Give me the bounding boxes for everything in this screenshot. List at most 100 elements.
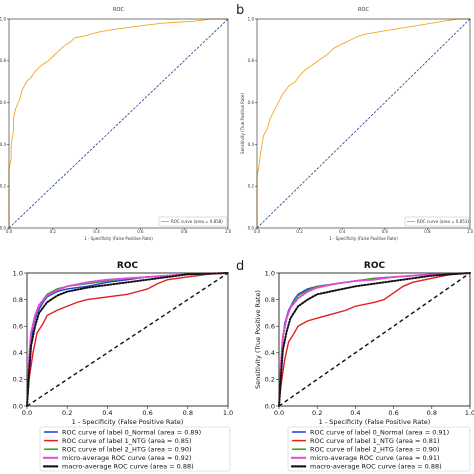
x-tick-label: 0.8	[183, 409, 193, 417]
y-tick-label: 0.6	[13, 323, 23, 331]
x-tick-label: 0.0	[274, 409, 284, 417]
x-tick-label: 0.6	[382, 229, 389, 234]
y-tick-label: 0.6	[265, 323, 275, 331]
legend-entry: micro-average ROC curve (area = 0.92)	[62, 454, 192, 462]
panel-letter: d	[236, 259, 244, 274]
y-tick-label: 0.6	[0, 100, 6, 105]
y-tick-label: 1.0	[13, 269, 23, 277]
series-line-1	[26, 272, 229, 407]
legend: ROC curve of label 0_Normal (area = 0.91…	[287, 426, 471, 472]
legend-entry: ROC curve of label 0_Normal (area = 0.91…	[310, 428, 449, 436]
y-tick-label: 0.8	[0, 58, 6, 63]
x-tick-label: 0.0	[22, 409, 32, 417]
y-tick-label: 0.2	[248, 184, 255, 189]
plot-frame	[256, 18, 471, 229]
plot-frame	[26, 272, 229, 407]
legend-entry: ROC curve (area = 0.853)	[417, 219, 469, 224]
roc-panel-a: ROC 0.0 0.2 0.4 0.6 0.8 1.0 0.0 0.2 0.4 0.6 0.8 1.0 1…	[0, 7, 232, 241]
x-tick-label: 1.0	[465, 409, 474, 417]
x-tick-label: 0.0	[254, 229, 261, 234]
legend-entry: ROC curve of label 1_NTG (area = 0.85)	[62, 437, 192, 445]
x-tick-label: 0.8	[427, 409, 437, 417]
plot-frame	[278, 272, 471, 407]
y-tick-label: 0.0	[0, 225, 6, 230]
roc-panel-c: ROC 0.0 0.2 0.4 0.6 0.8 1.0 0.0 0.2 0.4 0.6 0.8 1.0 1…	[13, 261, 233, 472]
legend-entry: ROC curve of label 2_HTG (area = 0.90)	[310, 446, 440, 454]
x-tick-label: 0.0	[6, 229, 13, 234]
series-line-4	[278, 272, 471, 407]
x-axis-label: 1 - Specificity (False Positive Rate)	[329, 236, 398, 241]
series-line-3	[278, 272, 471, 407]
y-tick-label: 0.4	[0, 142, 6, 147]
legend-entry: ROC curve of label 1_NTG (area = 0.81)	[310, 437, 440, 445]
y-tick-label: 0.8	[13, 296, 23, 304]
x-tick-label: 0.6	[388, 409, 398, 417]
chance-diagonal-line	[26, 272, 229, 407]
legend-box	[158, 216, 228, 227]
x-tick-label: 0.2	[50, 229, 57, 234]
x-tick-label: 0.8	[181, 229, 188, 234]
y-tick-label: 1.0	[248, 16, 255, 21]
x-tick-label: 1.0	[467, 229, 474, 234]
y-tick-label: 0.0	[248, 225, 255, 230]
series-line-0	[8, 18, 228, 228]
y-tick-label: 0.4	[13, 349, 23, 357]
panel-letter: b	[236, 3, 244, 18]
series-line-3	[26, 272, 229, 407]
legend-entry: ROC curve of label 0_Normal (area = 0.89…	[62, 428, 201, 436]
roc-panel-b: b ROC 0.0 0.2 0.4 0.6 0.8 1.0 0.0 0.2 0.4 0.6 0.8 1.0…	[236, 3, 474, 241]
x-tick-label: 0.6	[142, 409, 152, 417]
y-axis-label: Sensitivity (True Positive Rate)	[240, 93, 245, 154]
y-tick-label: 0.8	[265, 296, 275, 304]
x-tick-label: 0.6	[137, 229, 144, 234]
roc-panel-d: d ROC 0.0 0.2 0.4 0.6 0.8 1.0 0.0 0.2 0.4 0.6 0.8 1.0…	[236, 259, 474, 472]
x-axis-label: 1 - Specificity (False Positive Rate)	[319, 418, 431, 426]
legend-box	[404, 216, 470, 227]
legend-box	[39, 426, 231, 472]
x-tick-label: 0.2	[296, 229, 303, 234]
x-tick-label: 0.2	[62, 409, 72, 417]
series-line-1	[278, 272, 471, 407]
y-tick-label: 0.4	[248, 142, 255, 147]
x-tick-label: 1.0	[223, 409, 233, 417]
x-tick-label: 1.0	[225, 229, 232, 234]
legend-entry: macro-average ROC curve (area = 0.88)	[310, 463, 442, 471]
legend-entry: micro-average ROC curve (area = 0.91)	[310, 454, 440, 462]
chance-diagonal-line	[278, 272, 471, 407]
x-tick-label: 0.4	[339, 229, 346, 234]
x-tick-label: 0.8	[424, 229, 431, 234]
legend: ROC curve of label 0_Normal (area = 0.89…	[39, 426, 231, 472]
x-axis-label: 1 - Specificity (False Positive Rate)	[84, 236, 153, 241]
legend-entry: macro-average ROC curve (area = 0.88)	[62, 463, 194, 471]
legend: ROC curve (area = 0.853)	[404, 216, 470, 227]
x-tick-label: 0.4	[102, 409, 112, 417]
y-tick-label: 0.2	[13, 376, 23, 384]
y-axis-label: Sensitivity (True Positive Rate)	[254, 290, 262, 389]
series-line-0	[256, 18, 470, 228]
y-tick-label: 0.2	[0, 184, 6, 189]
y-tick-label: 0.0	[265, 402, 275, 410]
chart-title: ROC	[364, 261, 386, 271]
y-tick-label: 1.0	[0, 16, 6, 21]
y-tick-label: 0.4	[265, 349, 275, 357]
y-tick-label: 0.6	[248, 100, 255, 105]
y-tick-label: 0.0	[13, 402, 23, 410]
y-tick-label: 1.0	[265, 269, 275, 277]
x-tick-label: 0.2	[312, 409, 322, 417]
x-tick-label: 0.4	[93, 229, 100, 234]
chart-title: ROC	[117, 261, 139, 271]
chart-title: ROC	[113, 7, 124, 13]
x-axis-label: 1 - Specificity (False Positive Rate)	[72, 418, 184, 426]
legend-entry: ROC curve (area = 0.858)	[171, 219, 223, 224]
legend: ROC curve (area = 0.858)	[158, 216, 228, 227]
legend-entry: ROC curve of label 2_HTG (area = 0.90)	[62, 446, 192, 454]
chance-diagonal-line	[8, 18, 229, 229]
legend-box	[287, 426, 471, 472]
chance-diagonal-line	[256, 18, 471, 229]
series-line-4	[26, 272, 229, 407]
y-tick-label: 0.2	[265, 376, 275, 384]
y-tick-label: 0.8	[248, 58, 255, 63]
x-tick-label: 0.4	[350, 409, 360, 417]
chart-title: ROC	[358, 7, 369, 13]
